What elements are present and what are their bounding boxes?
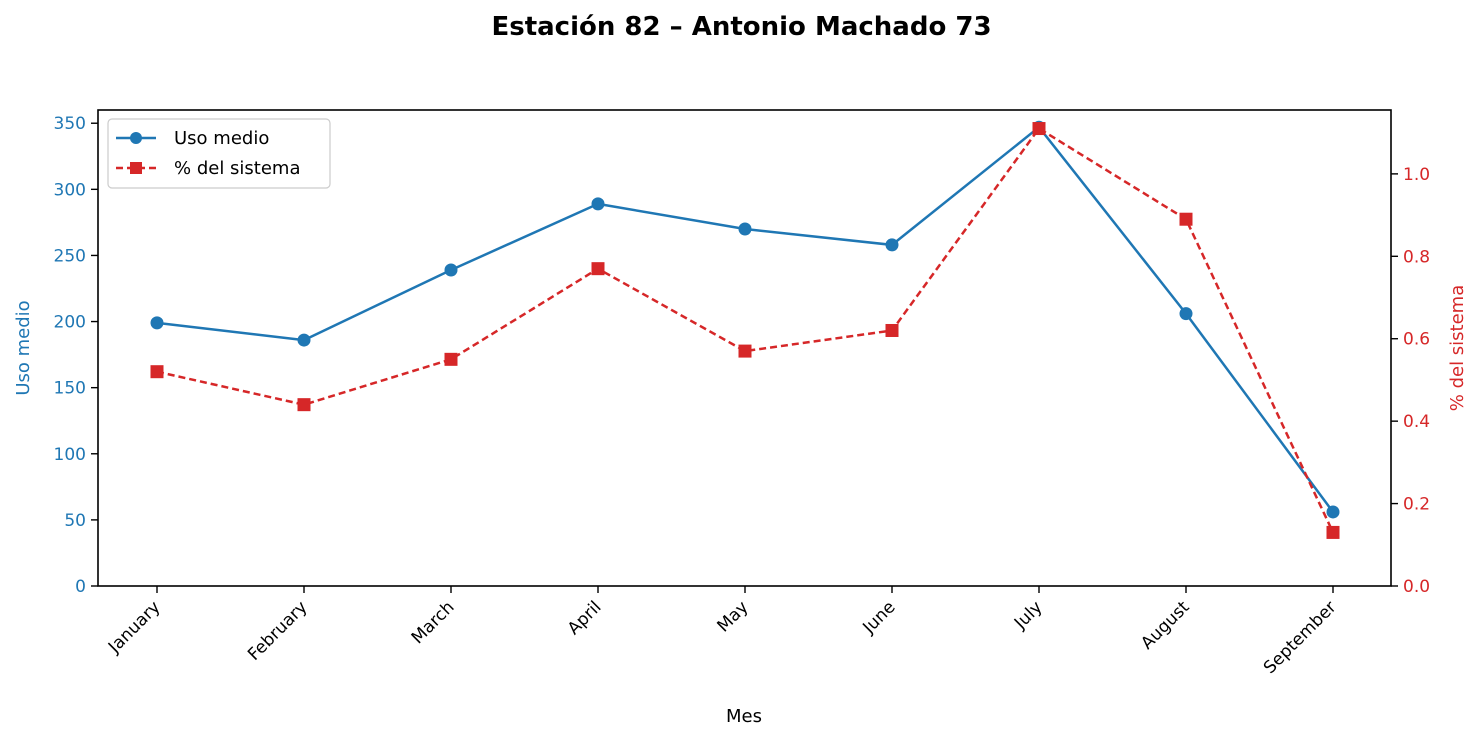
data-point-pct-sistema xyxy=(1326,525,1340,539)
legend-marker-pct-sistema xyxy=(130,162,142,174)
x-tick-label: May xyxy=(714,597,753,636)
x-tick-label: February xyxy=(244,597,311,664)
x-tick-label: January xyxy=(104,597,164,657)
series-line-uso-medio xyxy=(156,125,1335,513)
data-point-pct-sistema xyxy=(885,323,899,337)
data-point-uso-medio xyxy=(444,263,458,277)
data-point-uso-medio xyxy=(1179,307,1193,321)
x-tick-label: April xyxy=(564,597,606,639)
legend-label-uso-medio: Uso medio xyxy=(174,128,269,149)
data-point-pct-sistema xyxy=(1032,122,1046,136)
y-left-tick-label: 300 xyxy=(54,180,86,200)
y-right-tick-label: 0.6 xyxy=(1403,330,1430,350)
y-axis-right-label: % del sistema xyxy=(1447,285,1468,412)
x-tick-label: July xyxy=(1010,597,1046,633)
data-point-pct-sistema xyxy=(150,365,164,379)
chart-title: Estación 82 – Antonio Machado 73 xyxy=(491,12,992,42)
data-point-uso-medio xyxy=(738,222,752,236)
data-point-pct-sistema xyxy=(444,352,458,366)
y-right-tick-label: 0.2 xyxy=(1403,495,1430,515)
x-axis-label: Mes xyxy=(726,706,762,727)
y-left-tick-label: 150 xyxy=(54,379,86,399)
data-point-uso-medio xyxy=(297,333,311,347)
y-left-tick-label: 250 xyxy=(54,246,86,266)
data-point-pct-sistema xyxy=(1179,212,1193,226)
x-tick-label: August xyxy=(1137,597,1193,653)
y-left-tick-label: 100 xyxy=(54,445,86,465)
legend-label-pct-sistema: % del sistema xyxy=(174,158,301,179)
x-tick-label: September xyxy=(1260,597,1341,678)
legend-box xyxy=(107,118,331,189)
legend-marker-uso-medio xyxy=(130,132,142,144)
y-left-tick-label: 0 xyxy=(75,577,86,597)
legend: Uso medio % del sistema xyxy=(107,118,331,189)
x-tick-label: March xyxy=(408,597,459,648)
data-point-uso-medio xyxy=(591,197,605,211)
x-tick-label: June xyxy=(859,597,900,638)
data-point-uso-medio xyxy=(1326,505,1340,519)
data-point-uso-medio xyxy=(885,238,899,252)
data-point-pct-sistema xyxy=(591,262,605,276)
y-left-tick-label: 350 xyxy=(54,114,86,134)
y-left-tick-label: 200 xyxy=(54,313,86,333)
y-axis-left-label: Uso medio xyxy=(13,300,34,395)
y-right-tick-label: 0.0 xyxy=(1403,577,1430,597)
y-left-tick-label: 50 xyxy=(64,511,86,531)
data-point-pct-sistema xyxy=(738,344,752,358)
series-line-pct-sistema xyxy=(156,127,1335,533)
data-point-pct-sistema xyxy=(297,398,311,412)
y-right-tick-label: 0.8 xyxy=(1403,247,1430,267)
y-right-tick-label: 1.0 xyxy=(1403,165,1430,185)
data-point-uso-medio xyxy=(150,316,164,330)
y-right-tick-label: 0.4 xyxy=(1403,412,1430,432)
